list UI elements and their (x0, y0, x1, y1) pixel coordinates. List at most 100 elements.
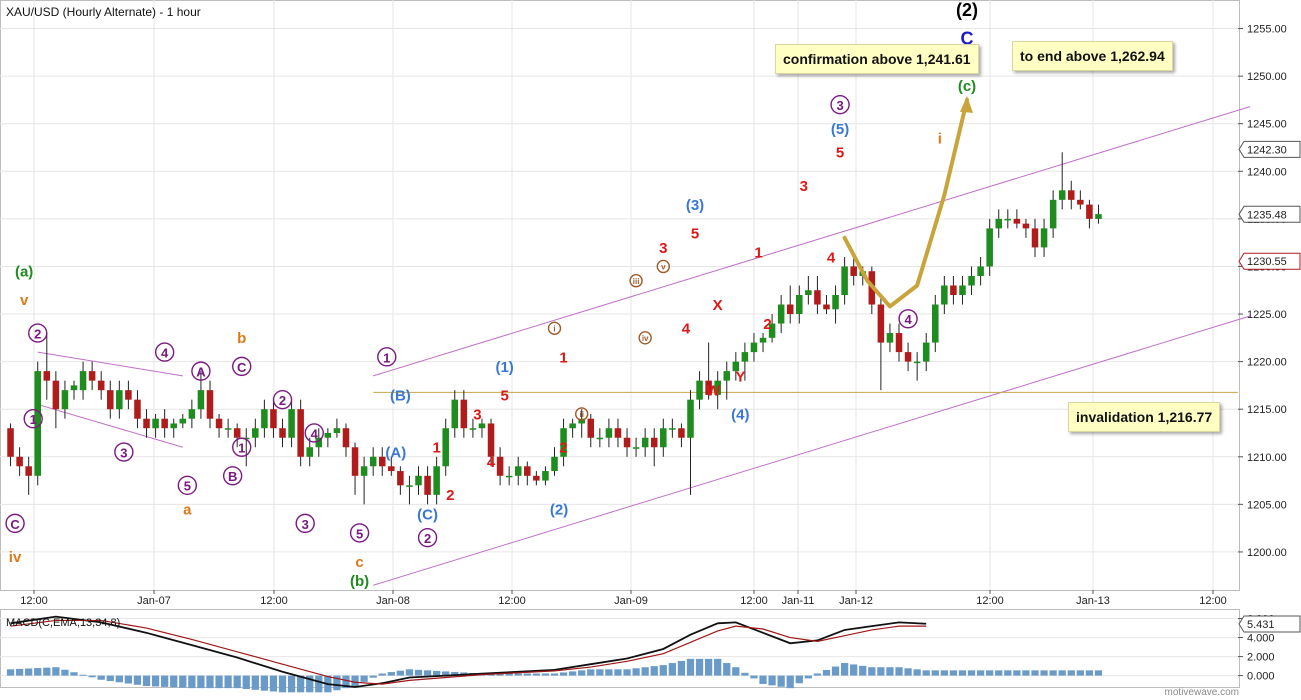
candle-body (288, 409, 295, 438)
candle-body (641, 437, 649, 448)
macd-histogram-bar (369, 675, 377, 678)
price-panel-border (0, 0, 1240, 591)
wave-label: (c) (958, 78, 976, 95)
candle-body (397, 471, 404, 486)
macd-histogram-bar (704, 658, 713, 676)
price-tag[interactable]: 1235.48 (1238, 205, 1301, 223)
wave-label-text: 1 (754, 245, 762, 262)
price-tag[interactable]: 1230.55 (1238, 252, 1301, 270)
macd-histogram-bar (142, 675, 151, 687)
candle-body (224, 428, 232, 430)
macd-histogram-bar (768, 675, 776, 686)
macd-histogram-bar (25, 668, 33, 676)
price-tag-label: 1230.55 (1247, 256, 1287, 268)
macd-histogram-bar (877, 667, 885, 676)
time-tick-label: Jan-09 (614, 595, 648, 607)
wave-label: C (961, 29, 974, 49)
macd-histogram-bar (931, 670, 939, 676)
wave-label-text: (3) (686, 197, 704, 214)
candle-body (378, 456, 386, 467)
price-tag-label: 1235.48 (1247, 209, 1287, 221)
wave-label-text: 3 (659, 240, 667, 257)
candle-body (1058, 190, 1066, 200)
macd-line (10, 615, 927, 688)
macd-histogram-bar (695, 658, 704, 676)
wave-label-text: (4) (731, 406, 749, 423)
candle-body (70, 385, 78, 391)
candle-body (351, 447, 359, 476)
macd-histogram-bar (505, 673, 513, 676)
macd-histogram-bar (569, 671, 577, 676)
candle-body (324, 432, 332, 438)
candle-body (242, 437, 250, 440)
macd-histogram-bar (233, 675, 241, 689)
projection-arrow (842, 95, 974, 309)
candles (7, 152, 1102, 505)
wave-label-text: A (196, 365, 206, 380)
wave-label-circle (295, 513, 315, 534)
macd-histogram-bar (641, 667, 649, 676)
price-tick-label: 1255.00 (1247, 24, 1287, 36)
wave-label-text: 1 (432, 440, 440, 457)
wave-label: i (938, 130, 942, 147)
macd-histogram-bar (723, 663, 731, 676)
candle-body (650, 437, 658, 448)
candle-body (1013, 218, 1021, 224)
candle-body (1095, 214, 1102, 219)
macd-histogram-bar (1040, 670, 1048, 676)
macd-histogram-bar (161, 675, 169, 687)
macd-value-tag[interactable]: 5.431 (1238, 615, 1301, 633)
wave-label: c (355, 554, 363, 571)
wave-label: 3 (659, 240, 667, 257)
wave-label: X (713, 297, 723, 314)
wave-label-circle (629, 274, 643, 288)
invalidation-note[interactable]: invalidation 1,216.77 (1068, 402, 1221, 432)
macd-histogram-bar (786, 675, 794, 689)
price-axis[interactable]: 1200.00 1205.00 1210.00 1215.00 1220.00 1225.… (1238, 24, 1301, 559)
price-tag[interactable]: 1242.30 (1238, 140, 1301, 158)
candle-body (732, 361, 740, 372)
wave-label-circle (898, 309, 918, 329)
macd-histogram-bar (976, 670, 985, 676)
candle-body (514, 466, 522, 476)
candle-body (252, 428, 259, 438)
macd-histogram-bar (804, 675, 812, 679)
wave-label: C (5, 513, 25, 534)
candle-body (569, 423, 576, 429)
macd-histogram-bar (61, 669, 69, 676)
macd-histogram-bar (587, 669, 595, 676)
macd-histogram-bar (605, 669, 613, 676)
macd-histogram-bar (115, 675, 123, 683)
candle-body (1068, 190, 1075, 200)
wave-label: A (191, 361, 211, 381)
channel-line (373, 315, 1251, 586)
candle-body (270, 409, 277, 429)
candle-body (369, 456, 377, 467)
wave-label-text: 4 (311, 426, 319, 441)
candle-body (696, 380, 703, 400)
macd-tick-label: 2.000 (1247, 652, 1275, 664)
end-above-note[interactable]: to end above 1,262.94 (1012, 41, 1173, 71)
macd-histogram-bar (967, 670, 976, 676)
macd-histogram-bar (34, 668, 42, 676)
macd-histogram-bar (750, 675, 758, 679)
wave-label-text: C (961, 29, 974, 49)
confirmation-note[interactable]: confirmation above 1,241.61 (775, 44, 979, 74)
candle-body (560, 428, 567, 457)
wave-label-circle (574, 407, 589, 421)
wave-label-circle (222, 466, 243, 486)
wave-label-text: (1) (495, 359, 513, 376)
candle-body (759, 337, 767, 343)
wave-label-circle (417, 527, 438, 548)
wave-label: (A) (385, 444, 406, 461)
wave-label: v (20, 292, 29, 309)
time-axis[interactable]: 12:00 Jan-07 12:00 Jan-08 12:00 Jan-09 12:00 Ja… (20, 590, 1227, 607)
candle-body (88, 371, 96, 381)
price-tag-box (1238, 205, 1301, 223)
candle-body (904, 352, 912, 362)
macd-tick-label: 4.000 (1247, 633, 1275, 645)
wave-label-text: X (713, 297, 723, 314)
macd-histogram-bar (886, 667, 894, 676)
wave-label: C (232, 356, 252, 377)
macd-histogram-bar (840, 663, 849, 676)
